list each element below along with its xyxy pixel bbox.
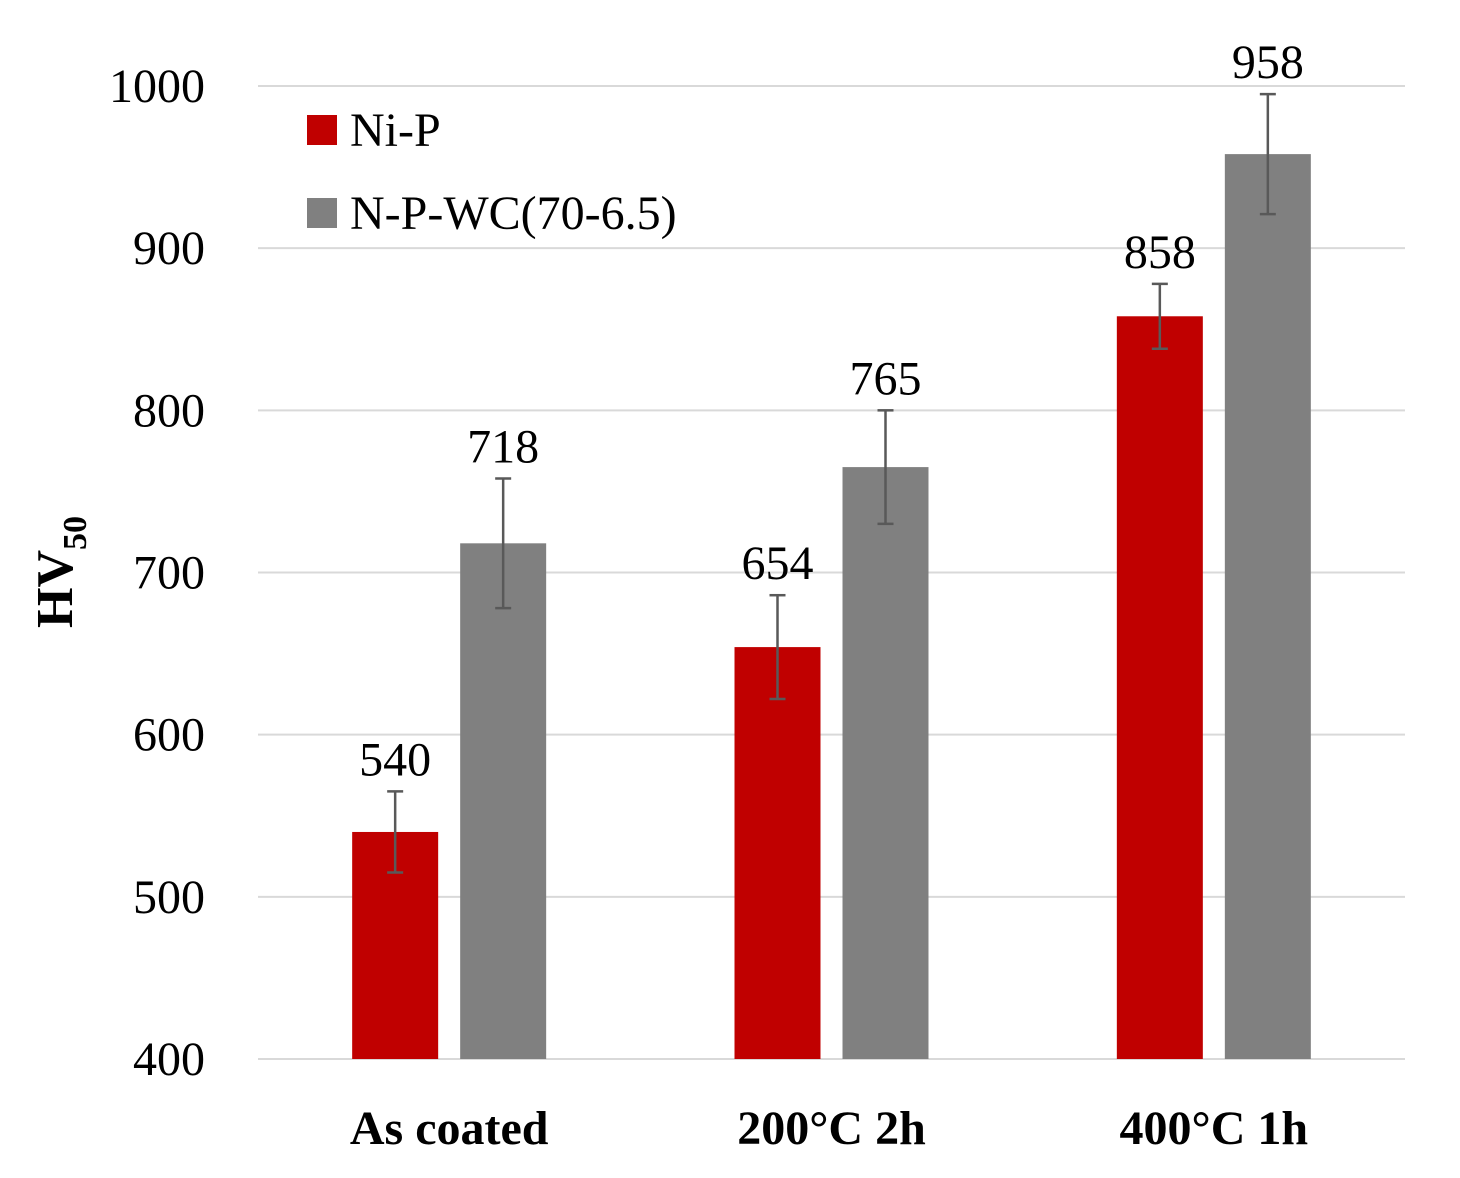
y-tick-label: 1000 — [109, 60, 205, 113]
y-axis-label-subscript: 50 — [57, 516, 94, 550]
legend-swatch-n-p-wc — [307, 198, 337, 228]
y-axis-label: HV50 — [27, 516, 94, 628]
bar — [1116, 316, 1203, 1059]
y-tick-label: 800 — [133, 384, 205, 437]
data-label: 540 — [359, 733, 431, 786]
y-axis-label-main: HV — [27, 550, 84, 628]
error-bars — [387, 92, 1276, 874]
data-label: 958 — [1232, 36, 1304, 89]
data-label: 858 — [1124, 226, 1196, 279]
x-category-label: 200°C 2h — [737, 1102, 926, 1155]
y-tick-label: 900 — [133, 222, 205, 275]
legend-label-ni-p: Ni-P — [350, 104, 441, 157]
y-axis-ticks: 400 500 600 700 800 900 1000 — [109, 60, 205, 1086]
y-tick-label: 700 — [133, 547, 205, 600]
x-axis-categories: As coated 200°C 2h 400°C 1h — [350, 1102, 1308, 1155]
data-label: 765 — [850, 352, 922, 405]
bar — [1224, 154, 1311, 1060]
bar — [460, 543, 547, 1059]
data-label: 654 — [742, 537, 814, 590]
data-labels: 540 718 654 765 858 958 — [359, 36, 1304, 786]
legend-label-n-p-wc: N-P-WC(70-6.5) — [350, 187, 677, 240]
y-tick-label: 400 — [133, 1033, 205, 1086]
bar — [734, 647, 821, 1059]
bars — [352, 154, 1311, 1060]
y-tick-label: 500 — [133, 871, 205, 924]
x-category-label: As coated — [350, 1102, 549, 1155]
x-category-label: 400°C 1h — [1120, 1102, 1309, 1155]
data-label: 718 — [467, 420, 539, 473]
legend-swatch-ni-p — [307, 115, 337, 145]
gridlines — [258, 85, 1405, 1060]
bar — [842, 467, 929, 1059]
legend: Ni-P N-P-WC(70-6.5) — [307, 104, 677, 240]
y-tick-label: 600 — [133, 709, 205, 762]
